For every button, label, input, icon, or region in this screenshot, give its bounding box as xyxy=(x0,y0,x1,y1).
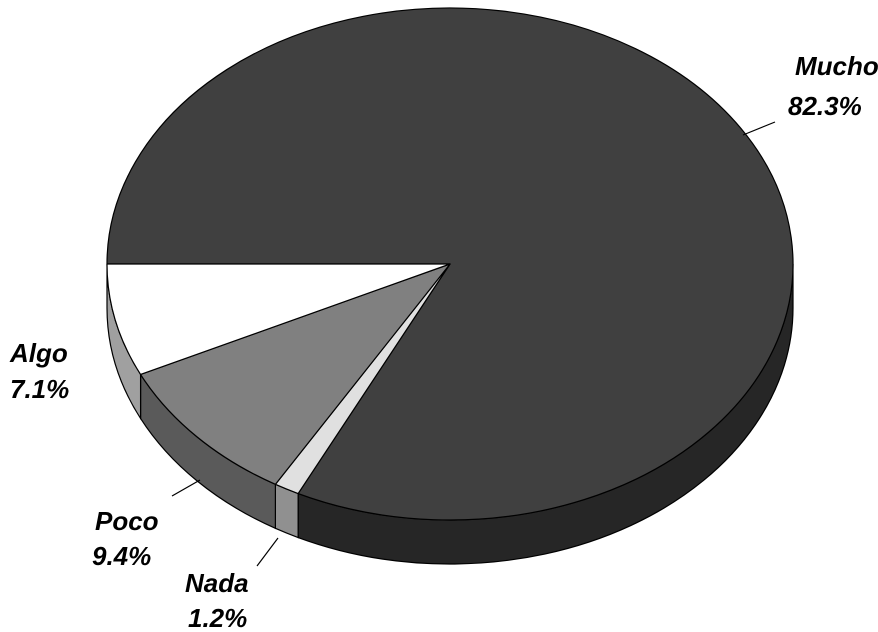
slice-value-algo: 7.1% xyxy=(10,374,69,404)
pie-slice-poco xyxy=(139,263,451,485)
leader-line-poco xyxy=(171,479,201,497)
pie-slice-algo xyxy=(106,263,451,376)
slice-label-poco: Poco xyxy=(95,506,159,536)
pie-sides xyxy=(106,263,794,565)
pie-tops xyxy=(106,7,794,521)
leader-line-mucho xyxy=(742,121,776,136)
slice-label-algo: Algo xyxy=(9,338,68,368)
slice-value-poco: 9.4% xyxy=(92,541,151,571)
leader-lines xyxy=(171,121,776,567)
data-labels: Mucho 82.3% Algo 7.1% Poco 9.4% Nada 1.2… xyxy=(9,51,878,632)
slice-value-nada: 1.2% xyxy=(188,603,247,632)
leader-line-nada xyxy=(256,537,279,567)
slice-label-nada: Nada xyxy=(185,568,249,598)
slice-label-mucho: Mucho xyxy=(795,51,878,81)
slice-value-mucho: 82.3% xyxy=(788,91,862,121)
